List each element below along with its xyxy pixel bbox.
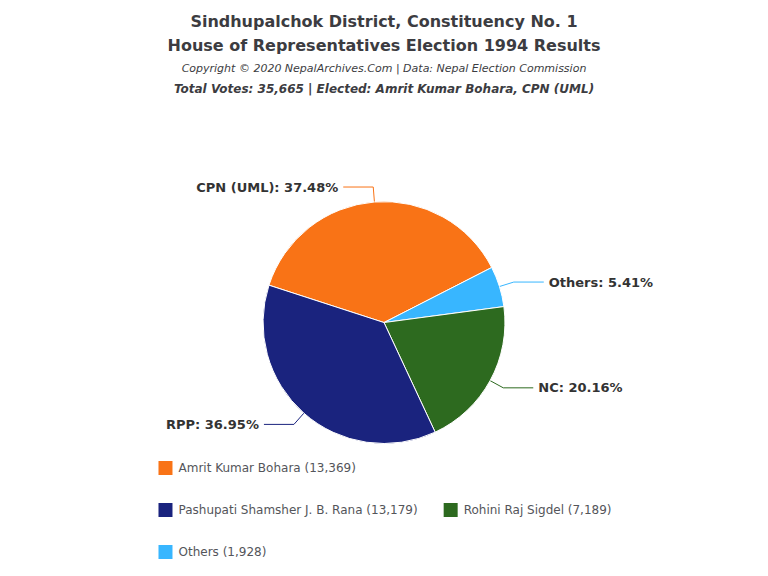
svg-text:Total Votes: 35,665 | Elected:: Total Votes: 35,665 | Elected: Amrit Kum… xyxy=(174,82,594,96)
svg-text:House of Representatives Elect: House of Representatives Election 1994 R… xyxy=(167,36,600,55)
svg-text:RPP: 36.95%: RPP: 36.95% xyxy=(166,417,259,432)
svg-text:Amrit Kumar Bohara (13,369): Amrit Kumar Bohara (13,369) xyxy=(178,461,355,475)
svg-text:Rohini Raj Sigdel (7,189): Rohini Raj Sigdel (7,189) xyxy=(464,503,612,517)
svg-text:Others (1,928): Others (1,928) xyxy=(178,545,266,559)
svg-text:Copyright © 2020 NepalArchives: Copyright © 2020 NepalArchives.Com | Dat… xyxy=(182,62,587,75)
svg-text:Pashupati Shamsher J. B. Rana: Pashupati Shamsher J. B. Rana (13,179) xyxy=(178,503,417,517)
svg-text:Others: 5.41%: Others: 5.41% xyxy=(549,275,653,290)
svg-text:Sindhupalchok District, Consti: Sindhupalchok District, Constituency No.… xyxy=(190,12,577,31)
svg-text:NC: 20.16%: NC: 20.16% xyxy=(538,380,622,395)
svg-text:CPN (UML): 37.48%: CPN (UML): 37.48% xyxy=(196,180,338,195)
